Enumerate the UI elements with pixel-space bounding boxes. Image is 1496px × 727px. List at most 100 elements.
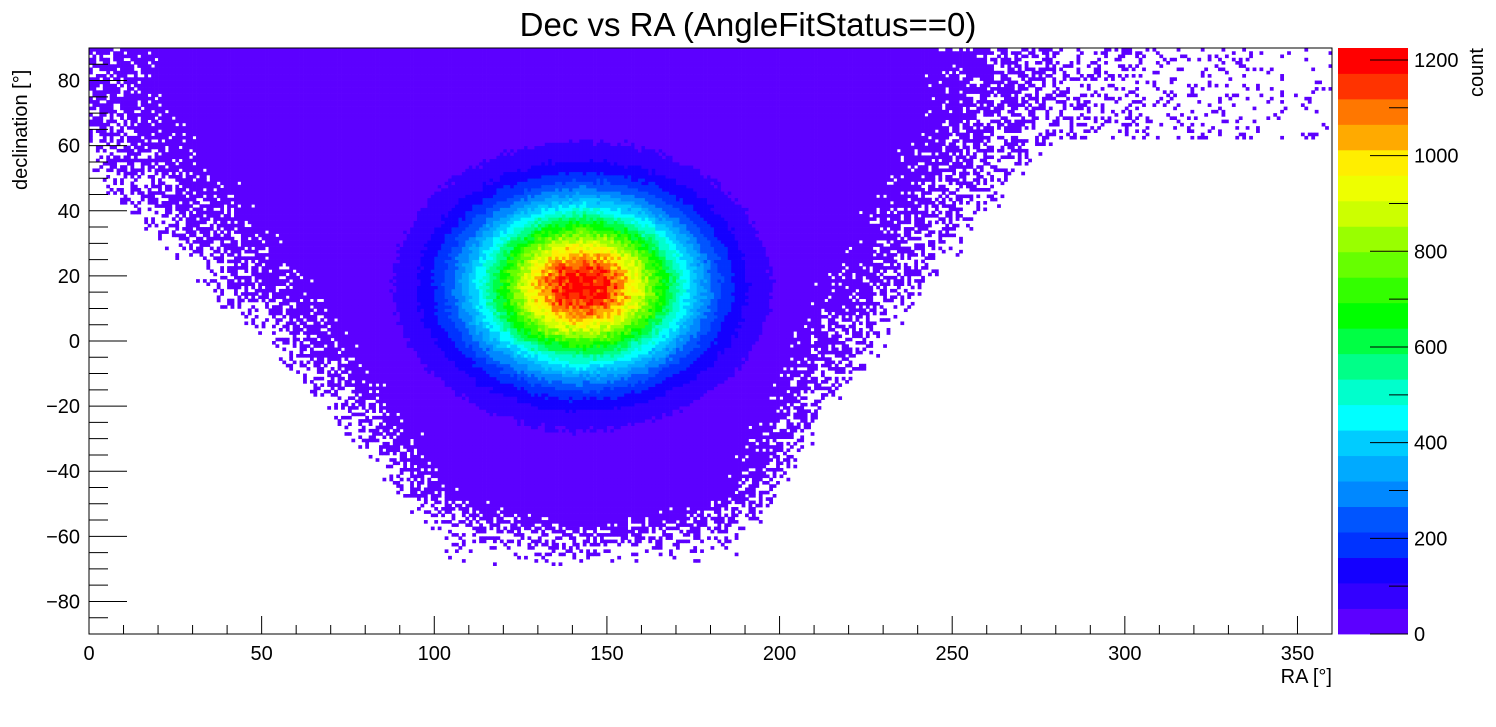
heatmap-cell	[576, 494, 580, 498]
heatmap-cell	[711, 481, 715, 485]
heatmap-cell	[690, 471, 694, 475]
heatmap-cell	[659, 400, 663, 404]
heatmap-cell	[417, 390, 421, 394]
heatmap-cell	[500, 497, 504, 501]
heatmap-cell	[735, 478, 739, 482]
heatmap-cell	[752, 403, 756, 407]
heatmap-cell	[597, 510, 601, 514]
heatmap-cell	[655, 396, 659, 400]
heatmap-cell	[507, 488, 511, 492]
heatmap-cell	[679, 396, 683, 400]
heatmap-cell	[707, 468, 711, 472]
heatmap-cell	[424, 458, 428, 462]
heatmap-cell	[510, 387, 514, 391]
heatmap-cell	[458, 458, 462, 462]
heatmap-cell	[600, 393, 604, 397]
heatmap-cell	[541, 409, 545, 413]
heatmap-cell	[600, 497, 604, 501]
heatmap-cell	[445, 474, 449, 478]
heatmap-cell	[766, 409, 770, 413]
heatmap-cell	[434, 416, 438, 420]
heatmap-cell	[776, 396, 780, 400]
heatmap-cell	[517, 497, 521, 501]
heatmap-cell	[476, 465, 480, 469]
heatmap-cell	[755, 474, 759, 478]
heatmap-cell	[686, 413, 690, 417]
heatmap-cell	[645, 432, 649, 436]
heatmap-cell	[762, 435, 766, 439]
heatmap-cell	[438, 406, 442, 410]
heatmap-cell	[800, 409, 804, 413]
heatmap-cell	[769, 452, 773, 456]
heatmap-cell	[400, 409, 404, 413]
heatmap-cell	[790, 445, 794, 449]
heatmap-cell	[503, 393, 507, 397]
heatmap-cell	[548, 432, 552, 436]
heatmap-cell	[517, 445, 521, 449]
heatmap-cell	[686, 403, 690, 407]
heatmap-cell	[445, 403, 449, 407]
heatmap-cell	[382, 413, 386, 417]
heatmap-cell	[648, 510, 652, 514]
heatmap-cell	[579, 520, 583, 524]
heatmap-cell	[503, 484, 507, 488]
heatmap-cell	[586, 458, 590, 462]
heatmap-cell	[555, 458, 559, 462]
heatmap-cell	[635, 468, 639, 472]
heatmap-cell	[503, 461, 507, 465]
heatmap-cell	[686, 461, 690, 465]
heatmap-cell	[469, 520, 473, 524]
heatmap-cell	[565, 468, 569, 472]
heatmap-cell	[496, 514, 500, 518]
heatmap-cell	[614, 514, 618, 518]
heatmap-cell	[686, 484, 690, 488]
heatmap-cell	[493, 494, 497, 498]
heatmap-cell	[669, 429, 673, 433]
heatmap-cell	[641, 396, 645, 400]
heatmap-cell	[569, 478, 573, 482]
heatmap-cell	[576, 445, 580, 449]
heatmap-cell	[621, 393, 625, 397]
heatmap-cell	[669, 501, 673, 505]
heatmap-cell	[641, 494, 645, 498]
heatmap-cell	[700, 549, 704, 553]
heatmap-cell	[493, 478, 497, 482]
heatmap-cell	[465, 494, 469, 498]
heatmap-cell	[548, 409, 552, 413]
heatmap-cell	[662, 432, 666, 436]
heatmap-cell	[755, 413, 759, 417]
heatmap-cell	[548, 396, 552, 400]
heatmap-cell	[686, 481, 690, 485]
heatmap-cell	[445, 465, 449, 469]
heatmap-cell	[448, 471, 452, 475]
heatmap-cell	[572, 530, 576, 534]
heatmap-cell	[711, 455, 715, 459]
heatmap-cell	[514, 442, 518, 446]
heatmap-cell	[621, 468, 625, 472]
heatmap-cell	[521, 439, 525, 443]
heatmap-cell	[548, 429, 552, 433]
heatmap-cell	[514, 523, 518, 527]
heatmap-cell	[510, 403, 514, 407]
heatmap-cell	[465, 478, 469, 482]
heatmap-cell	[621, 461, 625, 465]
heatmap-cell	[420, 413, 424, 417]
heatmap-cell	[448, 387, 452, 391]
heatmap-cell	[545, 468, 549, 472]
heatmap-cell	[603, 468, 607, 472]
heatmap-cell	[728, 455, 732, 459]
heatmap-cell	[389, 458, 393, 462]
heatmap-cell	[652, 429, 656, 433]
heatmap-cell	[590, 393, 594, 397]
heatmap-cell	[517, 448, 521, 452]
heatmap-cell	[531, 419, 535, 423]
heatmap-cell	[641, 481, 645, 485]
heatmap-cell	[541, 393, 545, 397]
heatmap-cell	[417, 422, 421, 426]
heatmap-cell	[528, 497, 532, 501]
heatmap-cell	[376, 429, 380, 433]
heatmap-cell	[479, 540, 483, 544]
heatmap-cell	[528, 474, 532, 478]
heatmap-cell	[607, 471, 611, 475]
heatmap-cell	[493, 390, 497, 394]
